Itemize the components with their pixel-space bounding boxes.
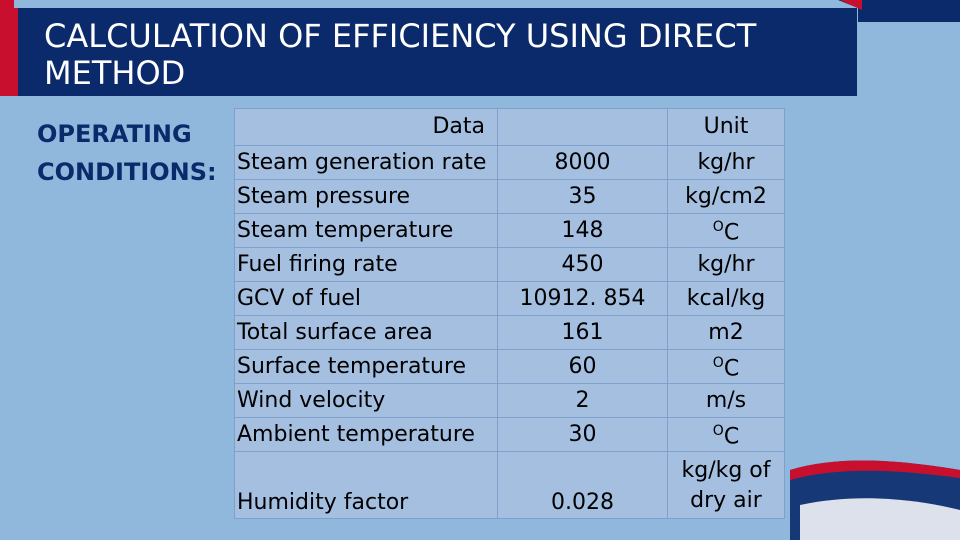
row-param: Ambient temperature — [234, 417, 498, 452]
table-row: Steam generation rate 8000 kg/hr — [234, 145, 785, 180]
row-unit: OC — [667, 417, 785, 452]
row-value: 148 — [497, 213, 668, 248]
table-header-row: Data Unit — [234, 108, 785, 146]
row-param: Humidity factor — [234, 451, 498, 519]
row-value: 2 — [497, 383, 668, 418]
operating-conditions-table: Data Unit Steam generation rate 8000 kg/… — [234, 108, 785, 519]
table-row: Ambient temperature 30 OC — [234, 417, 785, 452]
slide-title: CALCULATION OF EFFICIENCY USING DIRECT M… — [44, 17, 757, 92]
row-unit: m/s — [667, 383, 785, 418]
table-row: Steam temperature 148 OC — [234, 213, 785, 248]
row-param: Total surface area — [234, 315, 498, 350]
table-row: Total surface area 161 m2 — [234, 315, 785, 350]
row-param: Wind velocity — [234, 383, 498, 418]
header-unit: Unit — [667, 108, 785, 146]
table-row: Steam pressure 35 kg/cm2 — [234, 179, 785, 214]
row-unit: kcal/kg — [667, 281, 785, 316]
row-unit: kg/hr — [667, 145, 785, 180]
row-unit: kg/hr — [667, 247, 785, 282]
section-label-line2: CONDITIONS: — [37, 158, 217, 186]
row-param: Steam pressure — [234, 179, 498, 214]
title-bar — [14, 8, 857, 96]
table-row: GCV of fuel 10912. 854 kcal/kg — [234, 281, 785, 316]
table-row: Wind velocity 2 m/s — [234, 383, 785, 418]
row-value: 450 — [497, 247, 668, 282]
header-data: Data — [234, 108, 498, 146]
row-unit: kg/kg of dry air — [667, 451, 785, 519]
section-label: OPERATING CONDITIONS: — [37, 115, 217, 191]
row-param: Steam generation rate — [234, 145, 498, 180]
row-value: 35 — [497, 179, 668, 214]
row-unit: kg/cm2 — [667, 179, 785, 214]
row-param: Surface temperature — [234, 349, 498, 384]
row-value: 8000 — [497, 145, 668, 180]
row-unit: OC — [667, 349, 785, 384]
row-param: Fuel firing rate — [234, 247, 498, 282]
row-value: 10912. 854 — [497, 281, 668, 316]
row-unit: m2 — [667, 315, 785, 350]
table-row: Surface temperature 60 OC — [234, 349, 785, 384]
header-value — [497, 108, 668, 146]
row-param: GCV of fuel — [234, 281, 498, 316]
table-row: Fuel firing rate 450 kg/hr — [234, 247, 785, 282]
row-value: 161 — [497, 315, 668, 350]
section-label-line1: OPERATING — [37, 120, 192, 148]
row-unit: OC — [667, 213, 785, 248]
table-row: Humidity factor 0.028 kg/kg of dry air — [234, 451, 785, 519]
row-value: 30 — [497, 417, 668, 452]
row-value: 0.028 — [497, 451, 668, 519]
row-param: Steam temperature — [234, 213, 498, 248]
row-value: 60 — [497, 349, 668, 384]
